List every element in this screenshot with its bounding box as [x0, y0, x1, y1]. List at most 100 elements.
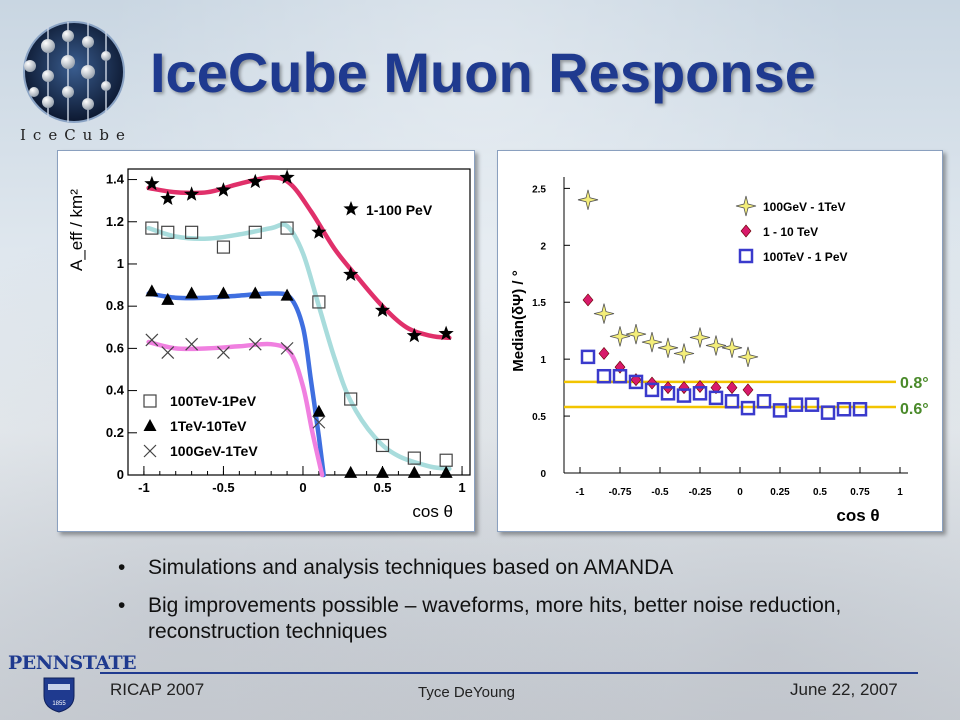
x-tick-label: -0.75 — [609, 487, 632, 498]
triangle-marker — [161, 292, 175, 305]
footer-divider — [100, 672, 918, 674]
icecube-logo — [23, 21, 125, 123]
y-tick-label: 0.4 — [106, 383, 125, 398]
x-marker-stroke — [143, 444, 157, 458]
square-marker — [280, 221, 294, 235]
triangle-marker — [216, 286, 230, 299]
star4-marker — [657, 337, 679, 358]
star-marker — [374, 302, 391, 317]
diamond-marker — [726, 381, 738, 395]
y-tick-label: 0 — [117, 467, 124, 482]
x-axis-label: cos θ — [412, 502, 453, 521]
legend-label: 1TeV-10TeV — [170, 418, 247, 434]
triangle-marker — [344, 465, 358, 478]
data-series — [144, 169, 454, 343]
x-tick-label: 1 — [897, 487, 903, 498]
square-marker — [708, 390, 724, 406]
y-tick-label: 1.5 — [532, 298, 546, 309]
star-marker — [144, 175, 160, 191]
star4-marker — [705, 335, 727, 356]
star-marker — [247, 173, 263, 189]
star4-marker — [721, 337, 743, 358]
data-series — [145, 284, 453, 478]
triangle-marker — [407, 465, 421, 478]
star-marker — [311, 224, 327, 239]
y-tick-label: 0.2 — [106, 425, 124, 440]
square-marker — [216, 240, 231, 254]
plot-frame — [127, 168, 471, 476]
bullet-item: • Big improvements possible – waveforms,… — [118, 593, 918, 645]
x-tick-label: -0.5 — [651, 487, 669, 498]
star4-marker — [577, 189, 599, 210]
fit-curve — [146, 175, 452, 341]
star4-marker — [689, 327, 711, 348]
square-marker — [145, 221, 159, 235]
x-tick-label: 0.75 — [850, 487, 870, 498]
square-marker — [836, 401, 852, 417]
y-tick-label: 1.2 — [106, 214, 124, 229]
star4-marker — [593, 303, 615, 324]
angular-resolution-chart: -1 -0.75 -0.5 -0.25 0 0.25 0.5 0.75 1 0 0.5 1 1.5 2 2.… — [510, 177, 929, 525]
square-marker — [692, 386, 708, 401]
star4-marker — [737, 346, 759, 367]
square-marker — [312, 295, 326, 309]
triangle-marker — [280, 288, 294, 301]
square-marker — [820, 405, 836, 420]
x-marker-stroke — [248, 337, 262, 351]
footer-author: Tyce DeYoung — [418, 684, 516, 701]
diamond-marker — [740, 224, 752, 238]
x-tick-label: 0.25 — [770, 487, 790, 498]
star-marker — [343, 201, 359, 216]
y-tick-label: 0.6 — [106, 340, 124, 355]
x-tick-label: 1 — [458, 480, 465, 495]
square-marker — [772, 403, 788, 418]
square-marker — [248, 225, 262, 239]
x-marker-stroke — [280, 341, 294, 355]
x-marker — [217, 346, 230, 360]
fit-curve — [146, 339, 325, 478]
square-marker — [185, 225, 199, 239]
y-tick-label: 0.8 — [106, 298, 124, 313]
square-marker — [804, 397, 820, 412]
x-tick-label: -1 — [576, 487, 585, 498]
triangle-marker — [185, 286, 199, 299]
data-series — [145, 333, 326, 429]
reference-line-label: 0.6° — [900, 401, 929, 418]
square-marker — [612, 368, 628, 384]
y-axis-label: Median(δΨ) / ° — [510, 270, 527, 371]
square-marker — [676, 388, 692, 403]
star4-marker — [625, 324, 647, 345]
star4-marker — [609, 326, 631, 347]
triangle-marker — [143, 419, 157, 431]
star4-marker — [673, 343, 695, 364]
x-marker-stroke — [185, 337, 199, 351]
x-marker-stroke — [161, 346, 175, 360]
y-tick-label: 2 — [540, 241, 546, 252]
square-marker — [628, 374, 644, 390]
footer-date: June 22, 2007 — [790, 680, 898, 699]
y-tick-label: 2.5 — [532, 184, 546, 195]
legend-label: 1 - 10 TeV — [763, 225, 818, 239]
star-marker — [406, 327, 422, 343]
effective-area-chart: -1 -0.5 0 0.5 1 0 0.2 0.4 0.6 0.8 1 1.2 1.4 cos θ A_ef… — [67, 168, 471, 521]
data-series — [580, 349, 868, 420]
x-tick-label: 0 — [737, 487, 743, 498]
bullet-dot: • — [118, 556, 126, 579]
square-marker — [344, 392, 358, 406]
square-marker — [740, 400, 756, 416]
x-marker — [145, 333, 159, 347]
x-marker-stroke — [217, 346, 230, 360]
y-axis-label: A_eff / km² — [67, 189, 86, 271]
square-marker — [660, 386, 676, 401]
footer-conference: RICAP 2007 — [110, 680, 205, 699]
x-marker — [185, 337, 199, 351]
triangle-marker — [376, 465, 390, 478]
x-tick-label: 0.5 — [373, 480, 391, 495]
triangle-marker — [439, 465, 453, 478]
y-tick-label: 1.4 — [106, 172, 125, 187]
diamond-marker — [598, 346, 610, 360]
x-marker-stroke — [145, 333, 159, 347]
angular-resolution-chart-panel: -1 -0.75 -0.5 -0.25 0 0.25 0.5 0.75 1 0 0.5 1 1.5 2 2.… — [497, 150, 943, 532]
star4-marker — [641, 332, 663, 353]
shield-year: 1855 — [52, 701, 66, 707]
